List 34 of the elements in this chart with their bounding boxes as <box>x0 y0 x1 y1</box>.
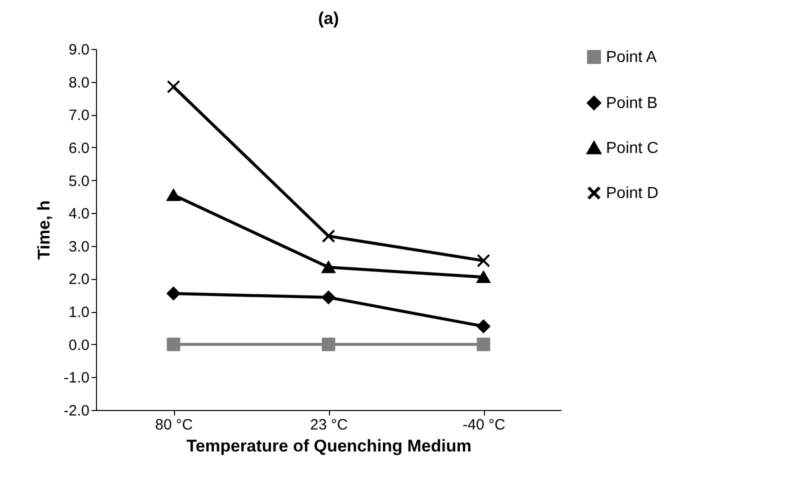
point <box>166 80 180 94</box>
legend-label: Point D <box>606 185 658 202</box>
y-tick-label: 0.0 <box>68 336 90 354</box>
x-axis-title: Temperature of Quenching Medium <box>186 436 472 456</box>
point <box>322 261 336 274</box>
y-tick-label: 5.0 <box>68 172 90 190</box>
y-tick-label: 6.0 <box>68 140 90 157</box>
y-tick-label: 7.0 <box>68 107 90 124</box>
y-tick-label: -2.0 <box>64 402 90 420</box>
legend-label: Point B <box>606 95 658 112</box>
y-tick-label: 2.0 <box>68 271 90 288</box>
point <box>166 286 180 300</box>
point <box>476 254 490 268</box>
y-axis-title: Time, h <box>34 200 54 260</box>
point <box>476 338 490 352</box>
x-tick-label: 80 °C <box>155 416 194 434</box>
chart-title: (a) <box>318 9 339 28</box>
y-tick-label: 8.0 <box>68 74 90 92</box>
point <box>166 338 180 352</box>
x-tick-label: 23 °C <box>310 416 348 434</box>
point <box>322 338 336 352</box>
y-tick-label: 1.0 <box>68 304 90 322</box>
y-tick-label: -1.0 <box>64 370 90 387</box>
y-tick-label: 4.0 <box>68 206 90 223</box>
y-tick-label: 3.0 <box>68 238 90 256</box>
legend-label: Point A <box>606 49 658 66</box>
legend-label: Point C <box>606 140 658 157</box>
y-tick-label: 9.0 <box>68 42 90 58</box>
point <box>166 189 180 201</box>
x-tick-label: -40 °C <box>462 416 506 434</box>
point <box>322 229 336 243</box>
point <box>476 320 490 334</box>
point <box>322 290 336 304</box>
point <box>476 271 490 284</box>
